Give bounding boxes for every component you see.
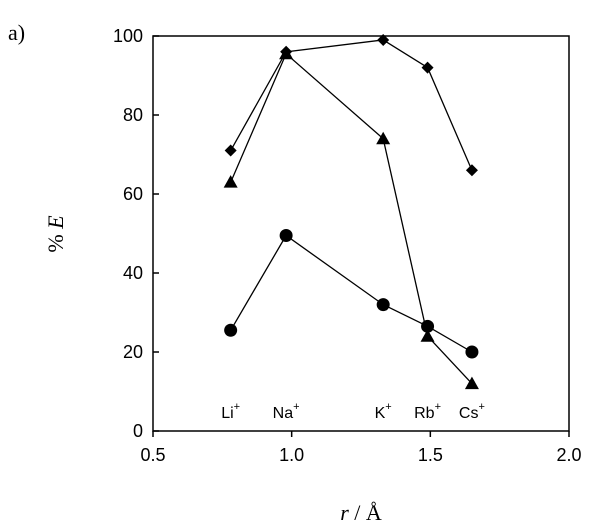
ion-label-base: K	[375, 405, 386, 422]
data-point-triangle	[376, 131, 391, 145]
ion-label-base: Cs	[459, 405, 479, 422]
x-axis-label-unit: Å	[366, 500, 382, 525]
data-point-circle	[421, 319, 435, 333]
ion-labels: Li+ Na+ K+ Rb+ Cs+	[221, 401, 485, 422]
x-tick-label: 2.0	[556, 445, 581, 465]
ion-label-sup: +	[293, 401, 299, 413]
ion-label-sup: +	[385, 401, 391, 413]
ion-label-base: Na	[273, 405, 294, 422]
data-point-diamond	[224, 144, 237, 157]
ion-label-sup: +	[234, 401, 240, 413]
x-axis-label: r / Å	[340, 500, 382, 525]
data-point-triangle	[223, 175, 238, 188]
data-point-circle	[376, 298, 390, 312]
y-tick-label: 40	[123, 263, 143, 283]
y-axis-label-variable: E	[43, 215, 68, 230]
y-tick-label: 20	[123, 342, 143, 362]
series-line-circle	[230, 234, 473, 353]
data-point-triangle	[279, 46, 294, 60]
data-point-triangle	[420, 329, 435, 342]
x-tick-label: 0.5	[140, 445, 165, 465]
x-tick-label: 1.0	[279, 445, 304, 465]
x-tick-label: 1.5	[418, 445, 443, 465]
plot-frame	[152, 35, 570, 432]
y-tick-label: 0	[133, 421, 143, 441]
series-layer	[223, 33, 479, 390]
y-tick-label: 60	[123, 184, 143, 204]
data-point-circle	[279, 228, 293, 242]
ion-label: Cs+	[459, 401, 485, 422]
data-point-circle	[224, 323, 238, 337]
data-point-diamond	[377, 33, 390, 46]
ion-label-base: Li	[221, 405, 233, 422]
ion-label: K+	[375, 401, 392, 422]
y-tick-label: 80	[123, 105, 143, 125]
y-axis: 0 20 40 60 80 100	[113, 26, 159, 441]
x-axis: 0.5 1.0 1.5 2.0	[140, 431, 582, 465]
ion-label-base: Rb	[414, 405, 435, 422]
y-tick-label: 100	[113, 26, 143, 46]
panel-label: a)	[8, 20, 25, 45]
data-point-triangle	[464, 376, 479, 390]
ion-label: Li+	[221, 401, 240, 422]
y-axis-label-prefix: %	[43, 234, 68, 252]
x-axis-label-variable: r	[340, 500, 349, 525]
data-point-circle	[465, 345, 479, 359]
data-point-diamond	[465, 164, 478, 177]
ion-label: Rb+	[414, 401, 441, 422]
series-line-triangle	[230, 52, 473, 385]
series-line-diamond	[230, 39, 473, 171]
data-point-diamond	[421, 61, 434, 74]
ion-label-sup: +	[478, 401, 484, 413]
y-axis-label: % E	[43, 215, 68, 253]
ion-label: Na+	[273, 401, 300, 422]
ion-label-sup: +	[435, 401, 441, 413]
